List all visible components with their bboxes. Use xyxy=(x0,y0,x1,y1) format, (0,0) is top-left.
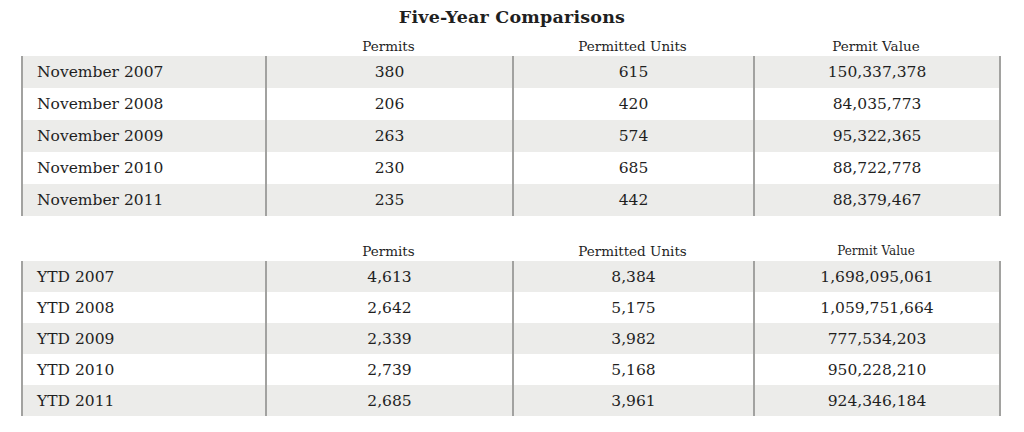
permitted-units-value: 8,384 xyxy=(512,261,753,292)
permits-value: 235 xyxy=(265,184,512,216)
permits-value: 380 xyxy=(265,56,512,88)
column-header-permits: Permits xyxy=(265,38,512,54)
column-header-permit-value: Permit Value xyxy=(753,38,999,54)
table-row: November 2010 230 685 88,722,778 xyxy=(23,152,999,184)
permit-value: 924,346,184 xyxy=(753,385,999,416)
permitted-units-value: 615 xyxy=(512,56,753,88)
permits-value: 2,642 xyxy=(265,292,512,323)
permitted-units-value: 574 xyxy=(512,120,753,152)
row-label: November 2007 xyxy=(23,56,265,88)
permitted-units-value: 685 xyxy=(512,152,753,184)
table-row: November 2009 263 574 95,322,365 xyxy=(23,120,999,152)
table-row: November 2011 235 442 88,379,467 xyxy=(23,184,999,216)
permit-value: 777,534,203 xyxy=(753,323,999,354)
permits-value: 2,339 xyxy=(265,323,512,354)
permits-value: 263 xyxy=(265,120,512,152)
permitted-units-value: 3,961 xyxy=(512,385,753,416)
row-label: YTD 2009 xyxy=(23,323,265,354)
table-november: November 2007 380 615 150,337,378 Novemb… xyxy=(21,56,1001,216)
table-row: YTD 2007 4,613 8,384 1,698,095,061 xyxy=(23,261,999,292)
row-label: YTD 2008 xyxy=(23,292,265,323)
table-ytd: YTD 2007 4,613 8,384 1,698,095,061 YTD 2… xyxy=(21,261,1001,416)
permitted-units-value: 420 xyxy=(512,88,753,120)
permits-value: 2,739 xyxy=(265,354,512,385)
table-row: November 2008 206 420 84,035,773 xyxy=(23,88,999,120)
permits-value: 4,613 xyxy=(265,261,512,292)
permit-value: 950,228,210 xyxy=(753,354,999,385)
table-row: YTD 2010 2,739 5,168 950,228,210 xyxy=(23,354,999,385)
permits-value: 2,685 xyxy=(265,385,512,416)
table-row: YTD 2008 2,642 5,175 1,059,751,664 xyxy=(23,292,999,323)
permitted-units-value: 5,175 xyxy=(512,292,753,323)
report-page: Five-Year Comparisons Permits Permitted … xyxy=(0,0,1024,432)
table-row: YTD 2011 2,685 3,961 924,346,184 xyxy=(23,385,999,416)
permit-value: 1,059,751,664 xyxy=(753,292,999,323)
permit-value: 150,337,378 xyxy=(753,56,999,88)
permit-value: 84,035,773 xyxy=(753,88,999,120)
column-header-permits: Permits xyxy=(265,243,512,259)
table-row: YTD 2009 2,339 3,982 777,534,203 xyxy=(23,323,999,354)
column-header-permit-value: Permit Value xyxy=(753,244,999,258)
row-label: November 2008 xyxy=(23,88,265,120)
row-label: November 2010 xyxy=(23,152,265,184)
permits-value: 230 xyxy=(265,152,512,184)
table-row: November 2007 380 615 150,337,378 xyxy=(23,56,999,88)
row-label: YTD 2011 xyxy=(23,385,265,416)
permit-value: 88,722,778 xyxy=(753,152,999,184)
column-header-permitted-units: Permitted Units xyxy=(512,38,753,54)
table-header-ytd: Permits Permitted Units Permit Value xyxy=(23,241,999,261)
row-label: November 2009 xyxy=(23,120,265,152)
permits-value: 206 xyxy=(265,88,512,120)
table-header-november: Permits Permitted Units Permit Value xyxy=(23,36,999,56)
row-label: YTD 2007 xyxy=(23,261,265,292)
permit-value: 1,698,095,061 xyxy=(753,261,999,292)
permitted-units-value: 3,982 xyxy=(512,323,753,354)
permitted-units-value: 442 xyxy=(512,184,753,216)
permit-value: 88,379,467 xyxy=(753,184,999,216)
permitted-units-value: 5,168 xyxy=(512,354,753,385)
permit-value: 95,322,365 xyxy=(753,120,999,152)
row-label: November 2011 xyxy=(23,184,265,216)
column-header-permitted-units: Permitted Units xyxy=(512,243,753,259)
page-title: Five-Year Comparisons xyxy=(0,0,1024,27)
row-label: YTD 2010 xyxy=(23,354,265,385)
